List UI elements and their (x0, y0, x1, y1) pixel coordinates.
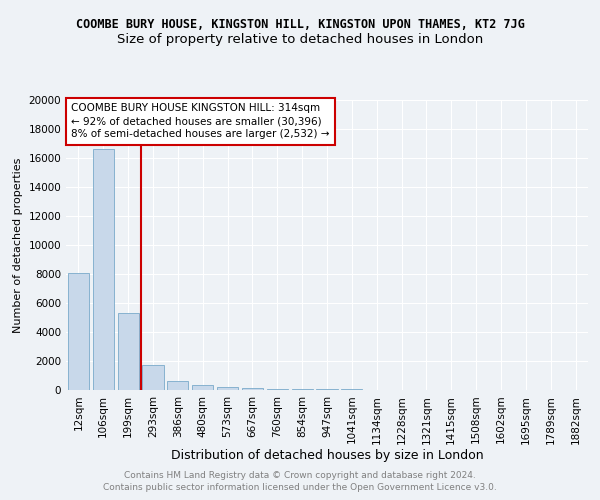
Bar (93, 150, 114, 390)
Text: Size of property relative to detached houses in London: Size of property relative to detached ho… (117, 32, 483, 46)
Bar (167, 382, 188, 390)
Bar (118, 313, 139, 390)
Bar (292, 389, 313, 390)
Y-axis label: Number of detached properties: Number of detached properties (13, 158, 23, 332)
Text: Contains public sector information licensed under the Open Government Licence v3: Contains public sector information licen… (103, 483, 497, 492)
Bar (217, 387, 238, 390)
Text: COOMBE BURY HOUSE KINGSTON HILL: 314sqm
← 92% of detached houses are smaller (30: COOMBE BURY HOUSE KINGSTON HILL: 314sqm … (71, 103, 330, 140)
Bar (267, 388, 288, 390)
Text: Contains HM Land Registry data © Crown copyright and database right 2024.: Contains HM Land Registry data © Crown c… (124, 472, 476, 480)
X-axis label: Distribution of detached houses by size in London: Distribution of detached houses by size … (170, 449, 484, 462)
Bar (68, 272, 89, 390)
Text: COOMBE BURY HOUSE, KINGSTON HILL, KINGSTON UPON THAMES, KT2 7JG: COOMBE BURY HOUSE, KINGSTON HILL, KINGST… (76, 18, 524, 30)
Bar (242, 388, 263, 390)
Bar (142, 366, 164, 390)
Bar (192, 385, 213, 390)
